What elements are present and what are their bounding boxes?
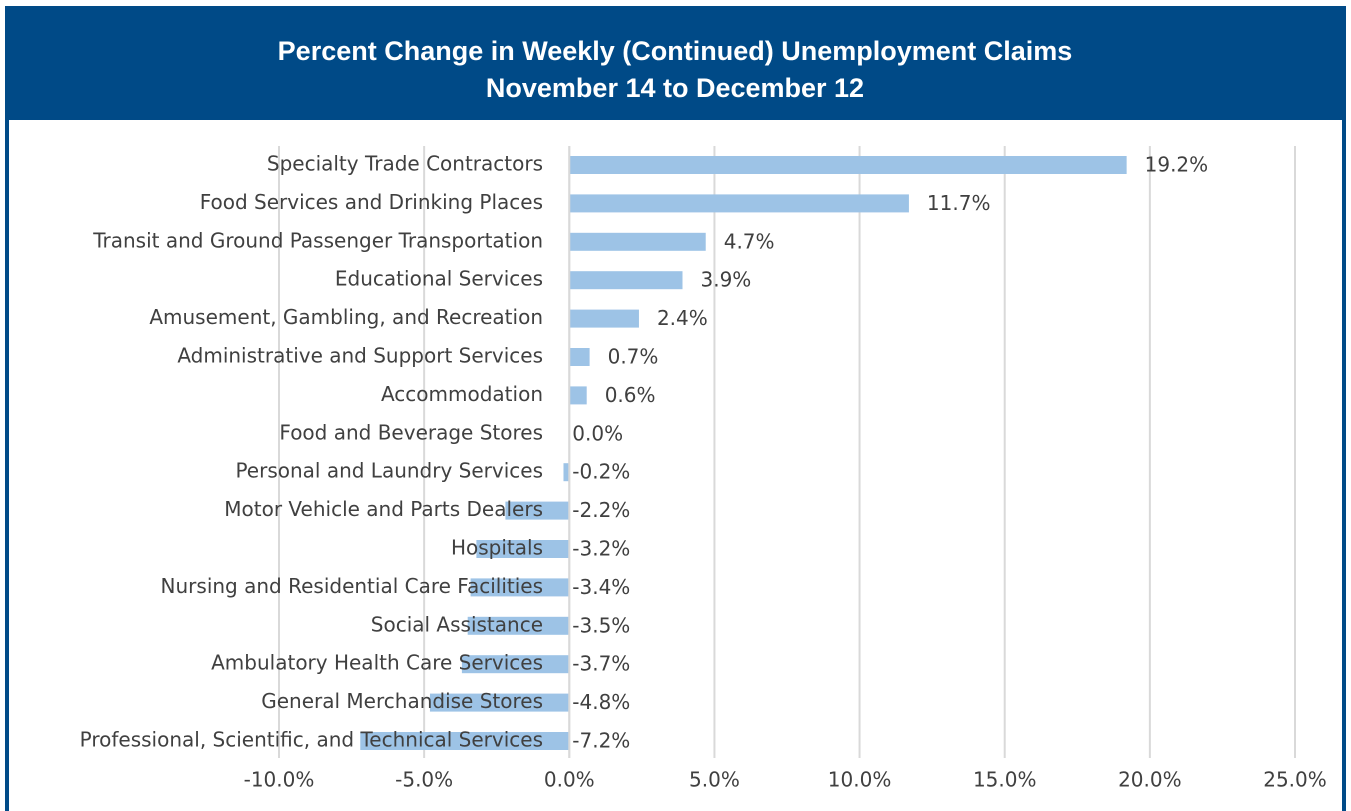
x-tick-label: 5.0% bbox=[689, 768, 740, 792]
data-label: 19.2% bbox=[1145, 153, 1209, 177]
data-label: 0.0% bbox=[572, 421, 623, 445]
bar bbox=[461, 655, 570, 674]
data-label: -3.7% bbox=[572, 652, 630, 676]
data-label: -0.2% bbox=[572, 460, 630, 484]
y-tick-label: Food and Beverage Stores bbox=[279, 420, 543, 444]
bar bbox=[505, 501, 570, 520]
chart-subtitle: November 14 to December 12 bbox=[486, 73, 864, 103]
y-tick-label: Personal and Laundry Services bbox=[235, 459, 543, 483]
data-label: -3.5% bbox=[572, 613, 630, 637]
y-tick-label: Transit and Ground Passenger Transportat… bbox=[92, 228, 543, 252]
data-label: -2.2% bbox=[572, 498, 630, 522]
y-tick-label: Educational Services bbox=[335, 267, 543, 291]
data-label: 4.7% bbox=[724, 229, 775, 253]
y-tick-label: Hospitals bbox=[451, 536, 543, 560]
y-tick-label: Social Assistance bbox=[371, 612, 543, 636]
bar bbox=[429, 693, 570, 712]
bar bbox=[563, 463, 570, 482]
data-label: -3.4% bbox=[572, 575, 630, 599]
data-label: -4.8% bbox=[572, 690, 630, 714]
frame bbox=[5, 6, 1346, 811]
bar bbox=[470, 578, 570, 597]
y-tick-label: Professional, Scientific, and Technical … bbox=[80, 728, 543, 752]
data-label: 3.9% bbox=[700, 268, 751, 292]
data-label: 0.7% bbox=[608, 345, 659, 369]
y-tick-label: Nursing and Residential Care Facilities bbox=[161, 574, 543, 598]
x-tick-label: 10.0% bbox=[828, 768, 892, 792]
y-tick-label: Food Services and Drinking Places bbox=[200, 190, 543, 214]
data-label: 2.4% bbox=[657, 306, 708, 330]
x-tick-label: 20.0% bbox=[1118, 768, 1182, 792]
chart-title: Percent Change in Weekly (Continued) Une… bbox=[278, 36, 1073, 66]
header bbox=[5, 6, 1346, 120]
bar bbox=[569, 156, 1127, 174]
y-tick-label: Specialty Trade Contractors bbox=[267, 152, 543, 176]
bar bbox=[569, 386, 587, 405]
bar bbox=[569, 232, 706, 251]
y-tick-label: Ambulatory Health Care Services bbox=[211, 651, 543, 675]
bar bbox=[569, 271, 683, 290]
plot: -10.0% -5.0% 0.0% 5.0% 10.0% 15.0% 20.0% 25.0% S… bbox=[80, 146, 1327, 792]
x-tick-label: 25.0% bbox=[1263, 768, 1327, 792]
y-tick-label: Motor Vehicle and Parts Dealers bbox=[224, 497, 543, 521]
bar bbox=[569, 348, 590, 366]
data-label: 0.6% bbox=[605, 383, 656, 407]
y-tick-label: Administrative and Support Services bbox=[177, 344, 543, 368]
y-tick-label: Amusement, Gambling, and Recreation bbox=[149, 305, 543, 329]
bar bbox=[569, 194, 909, 213]
data-label: -3.2% bbox=[572, 537, 630, 561]
data-label: 11.7% bbox=[927, 191, 991, 215]
bar bbox=[467, 616, 570, 635]
bar bbox=[569, 309, 639, 328]
x-tick-label: 0.0% bbox=[544, 768, 595, 792]
bar bbox=[360, 732, 570, 750]
data-label: -7.2% bbox=[572, 729, 630, 753]
bar bbox=[476, 540, 570, 558]
x-tick-label: -5.0% bbox=[395, 768, 453, 792]
y-tick-label: General Merchandise Stores bbox=[261, 689, 543, 713]
x-tick-label: 15.0% bbox=[973, 768, 1037, 792]
x-tick-label: -10.0% bbox=[244, 768, 315, 792]
y-tick-label: Accommodation bbox=[381, 382, 543, 406]
